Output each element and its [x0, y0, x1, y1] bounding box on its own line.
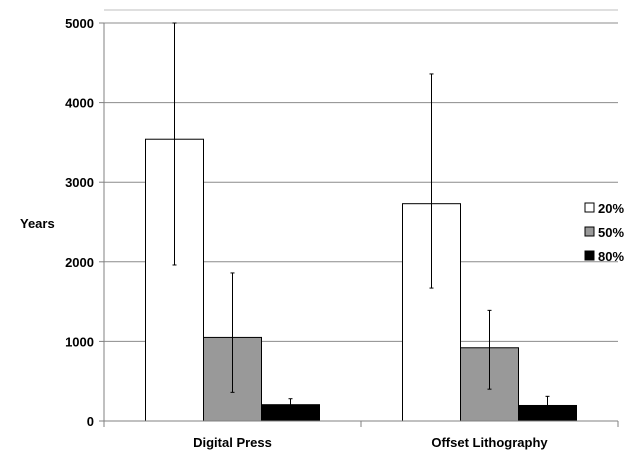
legend-label: 80%: [598, 249, 624, 264]
legend-swatch: [584, 226, 595, 237]
y-tick-label: 1000: [65, 334, 94, 349]
y-tick-label: 3000: [65, 175, 94, 190]
legend-label: 20%: [598, 201, 624, 216]
y-tick-label: 2000: [65, 255, 94, 270]
axes: [99, 9, 619, 427]
bars: [145, 138, 577, 422]
legend: 20% 50% 80%: [584, 201, 624, 264]
y-tick-label: 4000: [65, 96, 94, 111]
axis-labels: 0 1000 2000 3000 4000 5000 Digital Press Offset…: [65, 16, 548, 450]
y-tick-label: 0: [87, 414, 94, 429]
x-tick-label: Offset Lithography: [431, 435, 548, 450]
legend-swatch: [584, 250, 595, 261]
y-axis-label: Years: [20, 216, 55, 231]
y-tick-label: 5000: [65, 16, 94, 31]
x-tick-label: Digital Press: [193, 435, 272, 450]
error-bars: [172, 22, 550, 416]
legend-swatch: [584, 202, 595, 213]
legend-label: 50%: [598, 225, 624, 240]
